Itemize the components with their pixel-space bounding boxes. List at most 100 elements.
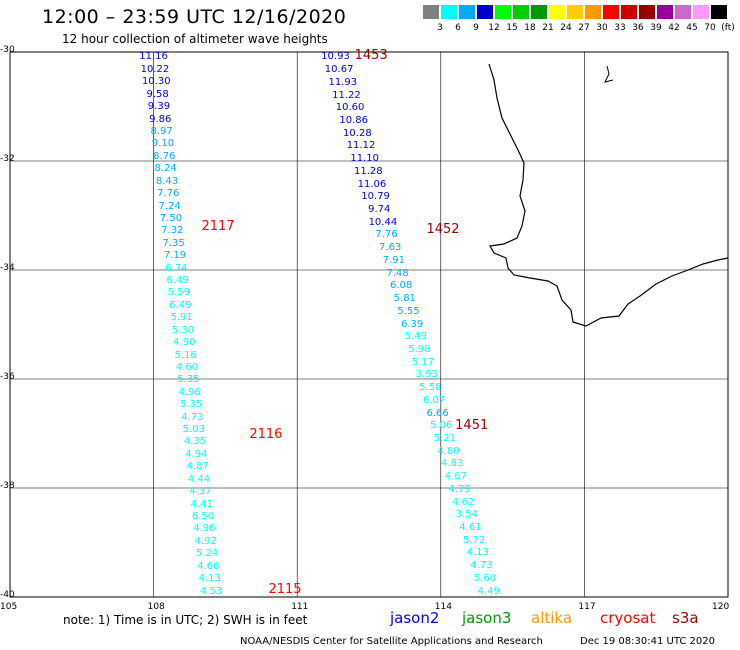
colorbar-label: 27: [578, 23, 590, 33]
swh-measurement: 5.59: [167, 287, 191, 299]
satellite-legend-s3a: s3a: [672, 609, 699, 627]
australia-coastline: [488, 63, 729, 327]
colorbar-swatch: [513, 5, 529, 19]
swh-measurement: 4.67: [444, 471, 467, 483]
swh-measurement: 4.79: [448, 483, 471, 495]
swh-measurement: 6.50: [191, 511, 215, 523]
swh-measurement: 11.28: [353, 165, 383, 177]
satellite-legend-jason3: jason3: [462, 609, 512, 627]
colorbar-swatch: [621, 5, 637, 19]
colorbar-swatch: [675, 5, 691, 19]
swh-measurement: 10.86: [339, 115, 369, 127]
swh-measurement: 11.22: [332, 89, 361, 101]
map-border: [9, 51, 729, 598]
satellite-legend-jason2: jason2: [390, 609, 440, 627]
swh-measurement: 5.81: [393, 293, 416, 305]
swh-measurement: 5.91: [170, 312, 193, 324]
map-title: 12:00 – 23:59 UTC 12/16/2020: [42, 6, 347, 28]
colorbar-swatch: [657, 5, 673, 19]
colorbar-swatch: [477, 5, 493, 19]
swh-measurement: 4.92: [194, 535, 217, 547]
swh-measurement: 4.53: [199, 585, 223, 597]
swh-measurement: 5.16: [174, 349, 197, 361]
swh-measurement: 5.35: [179, 399, 203, 411]
swh-measurement: 4.96: [193, 523, 216, 535]
swh-measurement: 8.97: [150, 125, 173, 137]
colorbar-label: 36: [632, 23, 644, 33]
swh-measurement: 11.93: [328, 76, 358, 88]
swh-measurement: 7.76: [157, 188, 180, 200]
swh-measurement: 9.39: [147, 101, 171, 113]
satellite-legend-cryosat: cryosat: [600, 609, 656, 627]
colorbar-swatch: [711, 5, 727, 19]
colorbar-label: 45: [686, 23, 698, 33]
colorbar-swatch: [639, 5, 655, 19]
swh-measurement: 4.61: [459, 521, 482, 533]
swh-measurement: 4.96: [178, 386, 201, 398]
colorbar-label: 30: [596, 23, 608, 33]
units-note: note: 1) Time is in UTC; 2) SWH is in fe…: [63, 613, 308, 627]
swh-measurement: 4.41: [190, 498, 213, 510]
pass-time-label: 2115: [268, 581, 302, 597]
swh-measurement: 5.21: [433, 432, 457, 444]
swh-measurement: 11.10: [350, 153, 379, 165]
swh-measurement: 4.60: [175, 361, 199, 373]
swh-measurement: 9.86: [149, 113, 172, 125]
swh-measurement: 6.07: [422, 394, 446, 406]
colorbar-label: 15: [506, 23, 518, 33]
colorbar-swatch: [441, 5, 457, 19]
swh-measurement: 4.94: [185, 448, 208, 460]
swh-measurement: 7.24: [158, 200, 181, 212]
swh-measurement: 5.60: [473, 572, 497, 584]
swh-measurement: 8.24: [154, 163, 177, 175]
swh-measurement: 10.60: [335, 102, 365, 114]
colorbar-swatch: [531, 5, 547, 19]
latitude-label: -36: [0, 372, 15, 382]
swh-measurement: 4.62: [451, 496, 475, 508]
swh-measurement: 5.98: [408, 343, 431, 355]
swh-measurement: 5.49: [404, 331, 427, 343]
swh-measurement: 4.90: [173, 337, 196, 349]
swh-measurement: 10.22: [140, 63, 170, 75]
latitude-label: -34: [0, 263, 15, 273]
longitude-label: 111: [291, 602, 309, 612]
swh-measurement: 4.44: [187, 473, 211, 485]
colorbar-label: 6: [455, 23, 461, 33]
footer-credit: NOAA/NESDIS Center for Satellite Applica…: [240, 636, 543, 647]
swh-measurement: 10.93: [321, 51, 350, 63]
colorbar-label: 18: [524, 23, 536, 33]
swh-measurement: 4.49: [477, 585, 500, 597]
swh-measurement: 4.73: [470, 560, 493, 572]
colorbar-label: 9: [473, 23, 479, 33]
swh-measurement: 5.58: [419, 382, 442, 394]
island-outline: [604, 65, 614, 83]
swh-measurement: 11.06: [357, 178, 387, 190]
swh-measurement: 5.17: [411, 356, 435, 368]
swh-measurement: 6.08: [389, 280, 413, 292]
longitude-label: 117: [578, 602, 596, 612]
swh-measurement: 4.13: [466, 547, 489, 559]
swh-measurement: 9.58: [146, 88, 169, 100]
swh-measurement: 6.49: [169, 299, 192, 311]
swh-measurement: 4.87: [186, 461, 209, 473]
pass-time-label: 1453: [354, 47, 388, 63]
swh-measurement: 5.06: [430, 420, 453, 432]
pass-time-label: 2117: [201, 219, 235, 235]
swh-measurement: 7.91: [382, 254, 405, 266]
colorbar-swatch: [549, 5, 565, 19]
longitude-label: 120: [712, 602, 730, 612]
colorbar-swatch: [423, 5, 439, 19]
colorbar-swatch: [459, 5, 475, 19]
colorbar-label: 33: [614, 23, 626, 33]
colorbar-swatch: [603, 5, 619, 19]
longitude-label: 108: [147, 602, 165, 612]
swh-measurement: 6.39: [400, 318, 424, 330]
swh-measurement: 7.76: [375, 229, 398, 241]
swh-measurement: 9.10: [151, 138, 175, 150]
latitude-label: -30: [0, 45, 15, 55]
colorbar-label: 12: [488, 23, 500, 33]
swh-measurement: 7.32: [161, 225, 184, 237]
swh-measurement: 4.13: [198, 573, 221, 585]
swh-measurement: 4.37: [189, 486, 212, 498]
